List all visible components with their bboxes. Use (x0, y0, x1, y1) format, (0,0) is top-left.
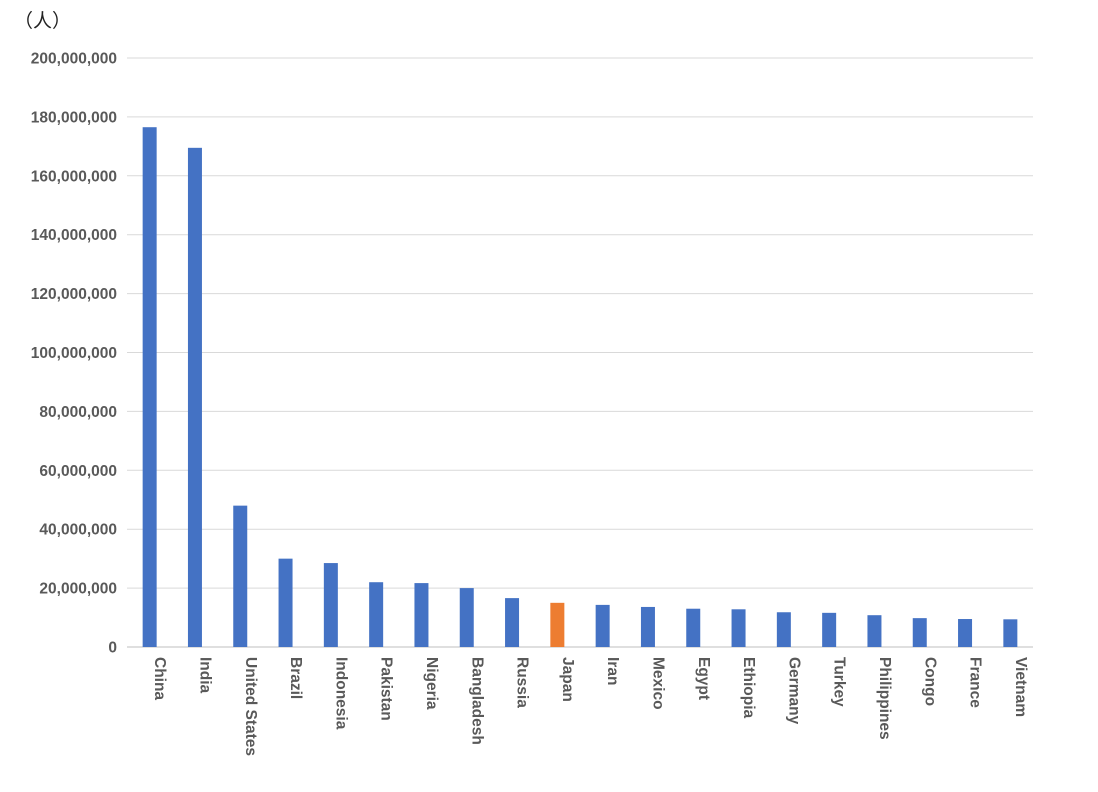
x-tick-label: Russia (514, 657, 531, 708)
y-axis-ticks: 0 20,000,000 40,000,000 60,000,000 80,000,00… (31, 51, 117, 657)
bar-philippines (867, 615, 882, 647)
bar-pakistan (369, 582, 384, 647)
bar-iran (595, 604, 610, 647)
y-tick-label: 160,000,000 (31, 168, 117, 185)
bars (142, 127, 1018, 647)
x-tick-label: India (196, 657, 213, 694)
y-tick-label: 100,000,000 (31, 345, 117, 362)
y-tick-label: 60,000,000 (39, 463, 117, 480)
bar-ethiopia (731, 609, 746, 647)
x-tick-label: Indonesia (332, 657, 349, 730)
x-tick-label: Nigeria (423, 657, 440, 710)
x-tick-label: Bangladesh (468, 657, 485, 745)
y-tick-label: 40,000,000 (39, 522, 117, 539)
bar-mexico (640, 606, 655, 647)
y-tick-label: 0 (108, 640, 117, 657)
bar-brazil (278, 558, 293, 647)
bar-united-states (233, 505, 248, 647)
y-tick-label: 180,000,000 (31, 109, 117, 126)
x-tick-label: Turkey (831, 657, 848, 707)
y-tick-label: 120,000,000 (31, 286, 117, 303)
bar-india (187, 147, 202, 647)
y-tick-label: 140,000,000 (31, 227, 117, 244)
x-tick-label: Iran (604, 657, 621, 685)
bar-russia (505, 598, 520, 647)
x-tick-label: Congo (921, 657, 938, 706)
y-tick-label: 200,000,000 (31, 51, 117, 68)
x-axis-ticks: China India United States Brazil Indonesia Pa… (151, 657, 1029, 756)
y-unit-label: （人） (14, 10, 72, 32)
gridlines (127, 57, 1033, 648)
x-tick-label: Philippines (876, 657, 893, 740)
x-tick-label: Ethiopia (740, 657, 757, 719)
x-tick-label: Japan (559, 657, 576, 702)
bar-germany (776, 612, 791, 647)
x-tick-label: Mexico (649, 657, 666, 710)
y-tick-label: 20,000,000 (39, 581, 117, 598)
bar-bangladesh (459, 588, 474, 647)
bar-japan (550, 602, 565, 647)
y-tick-label: 80,000,000 (39, 404, 117, 421)
x-tick-label: Germany (785, 657, 802, 725)
bar-france (958, 619, 973, 647)
x-tick-label: France (967, 657, 984, 708)
x-tick-label: United States (242, 657, 259, 756)
x-tick-label: Pakistan (378, 657, 395, 721)
bar-congo (912, 618, 927, 647)
bar-china (142, 127, 157, 647)
bar-egypt (686, 608, 701, 647)
bar-vietnam (1003, 619, 1018, 647)
bar-nigeria (414, 583, 429, 647)
bar-turkey (822, 612, 837, 647)
x-tick-label: Vietnam (1012, 657, 1029, 717)
x-tick-label: China (151, 657, 168, 700)
x-tick-label: Brazil (287, 657, 304, 699)
x-tick-label: Egypt (695, 657, 712, 700)
bar-indonesia (323, 563, 338, 647)
